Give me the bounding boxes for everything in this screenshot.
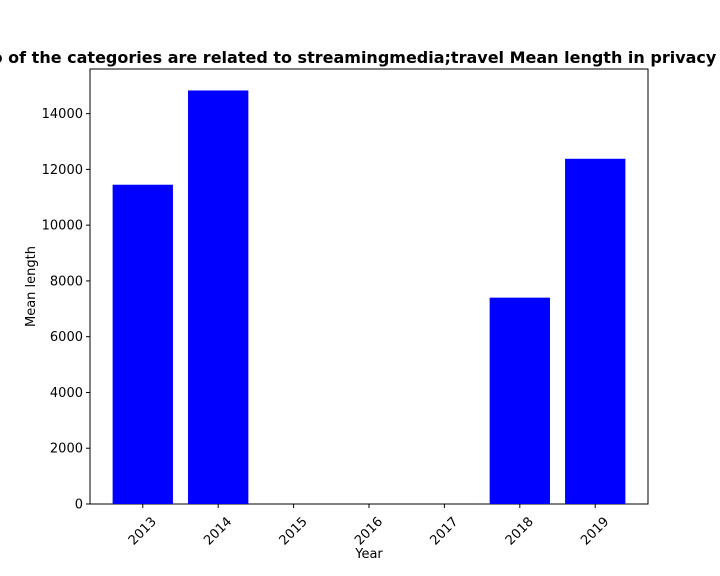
y-tick-label: 10000 <box>42 219 83 234</box>
bars-group <box>112 90 626 505</box>
x-tick-label: 2018 <box>503 514 537 548</box>
x-axis-label: Year <box>354 547 383 562</box>
bar-2013 <box>112 184 173 504</box>
x-tick-label: 2013 <box>126 514 160 548</box>
y-tick-label: 4000 <box>50 386 83 401</box>
chart-title: Ratio of the categories are related to s… <box>0 48 720 67</box>
x-tick-label: 2014 <box>201 514 235 548</box>
bar-2014 <box>188 90 249 504</box>
y-axis-label: Mean length <box>24 246 39 327</box>
y-tick-label: 2000 <box>50 442 83 457</box>
y-tick-label: 6000 <box>50 330 83 345</box>
x-axis: 2013 2014 2015 2016 2017 2018 2019 <box>126 504 612 548</box>
y-tick-label: 8000 <box>50 274 83 289</box>
y-axis: 0 2000 4000 6000 8000 10000 12000 14000 <box>42 107 90 513</box>
x-tick-label: 2017 <box>427 514 461 548</box>
x-tick-label: 2019 <box>578 514 612 548</box>
x-tick-label: 2016 <box>352 514 386 548</box>
bar-2019 <box>565 158 626 505</box>
y-tick-label: 12000 <box>42 163 83 178</box>
x-tick-label: 2015 <box>277 514 311 548</box>
y-tick-label: 14000 <box>42 107 83 122</box>
y-tick-label: 0 <box>75 498 83 513</box>
bar-2018 <box>489 297 550 504</box>
plot-area <box>89 68 649 505</box>
